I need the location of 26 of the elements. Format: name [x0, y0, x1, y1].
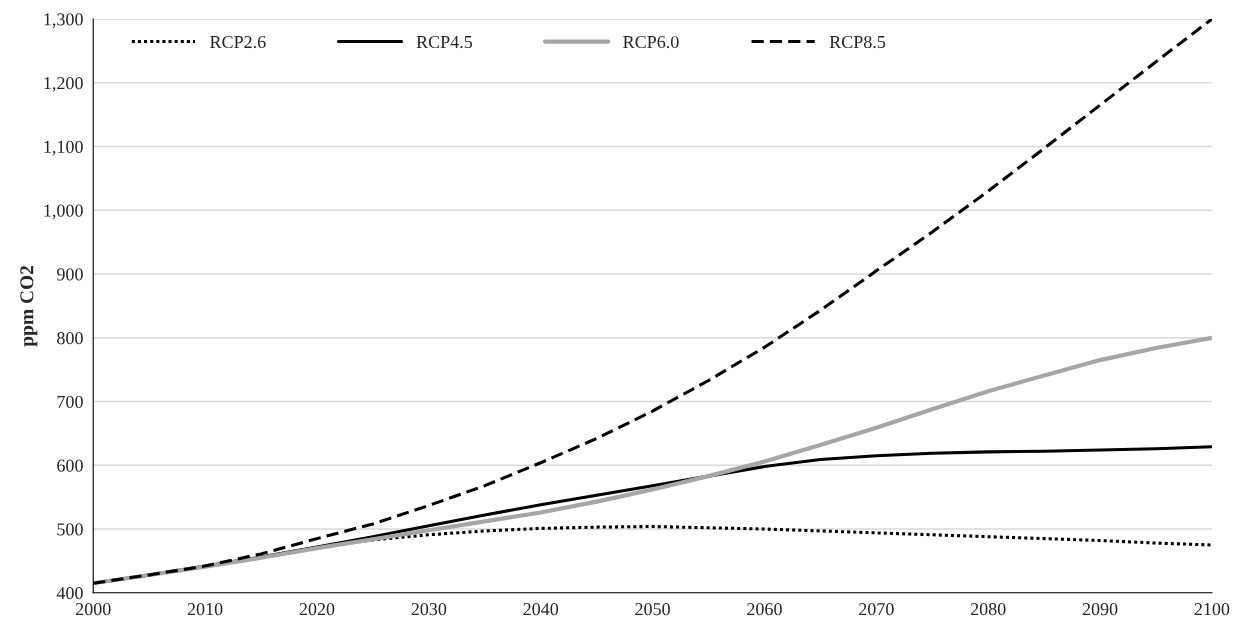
y-tick-label: 1,000 — [44, 204, 83, 220]
x-tick-label: 2040 — [523, 603, 559, 616]
legend-label: RCP2.6 — [210, 35, 266, 49]
x-tick-label: 2100 — [1194, 603, 1230, 616]
legend-label: RCP6.0 — [623, 35, 679, 49]
x-tick-label: 2020 — [299, 603, 335, 616]
y-tick-label: 900 — [57, 268, 83, 281]
y-tick-label: 1,200 — [44, 77, 83, 92]
y-tick-label: 500 — [57, 523, 83, 536]
x-tick-label: 2050 — [635, 603, 670, 616]
x-tick-label: 2000 — [75, 603, 111, 616]
y-axis-title: ppm CO2 — [20, 265, 38, 347]
legend-label: RCP4.5 — [416, 35, 473, 49]
x-tick-label: 2090 — [1082, 603, 1118, 616]
y-tick-label: 1,100 — [44, 140, 83, 156]
y-tick-label: 700 — [57, 395, 83, 408]
x-tick-label: 2060 — [747, 603, 782, 616]
x-tick-label: 2080 — [970, 603, 1006, 616]
x-tick-label: 2030 — [411, 603, 447, 616]
y-tick-label: 1,300 — [44, 13, 83, 29]
y-tick-label: 400 — [56, 587, 83, 600]
legend-label: RCP8.5 — [829, 35, 886, 49]
y-tick-label: 600 — [57, 459, 83, 472]
x-tick-label: 2070 — [859, 603, 894, 616]
x-tick-label: 2010 — [187, 603, 223, 616]
y-tick-label: 800 — [57, 332, 83, 345]
